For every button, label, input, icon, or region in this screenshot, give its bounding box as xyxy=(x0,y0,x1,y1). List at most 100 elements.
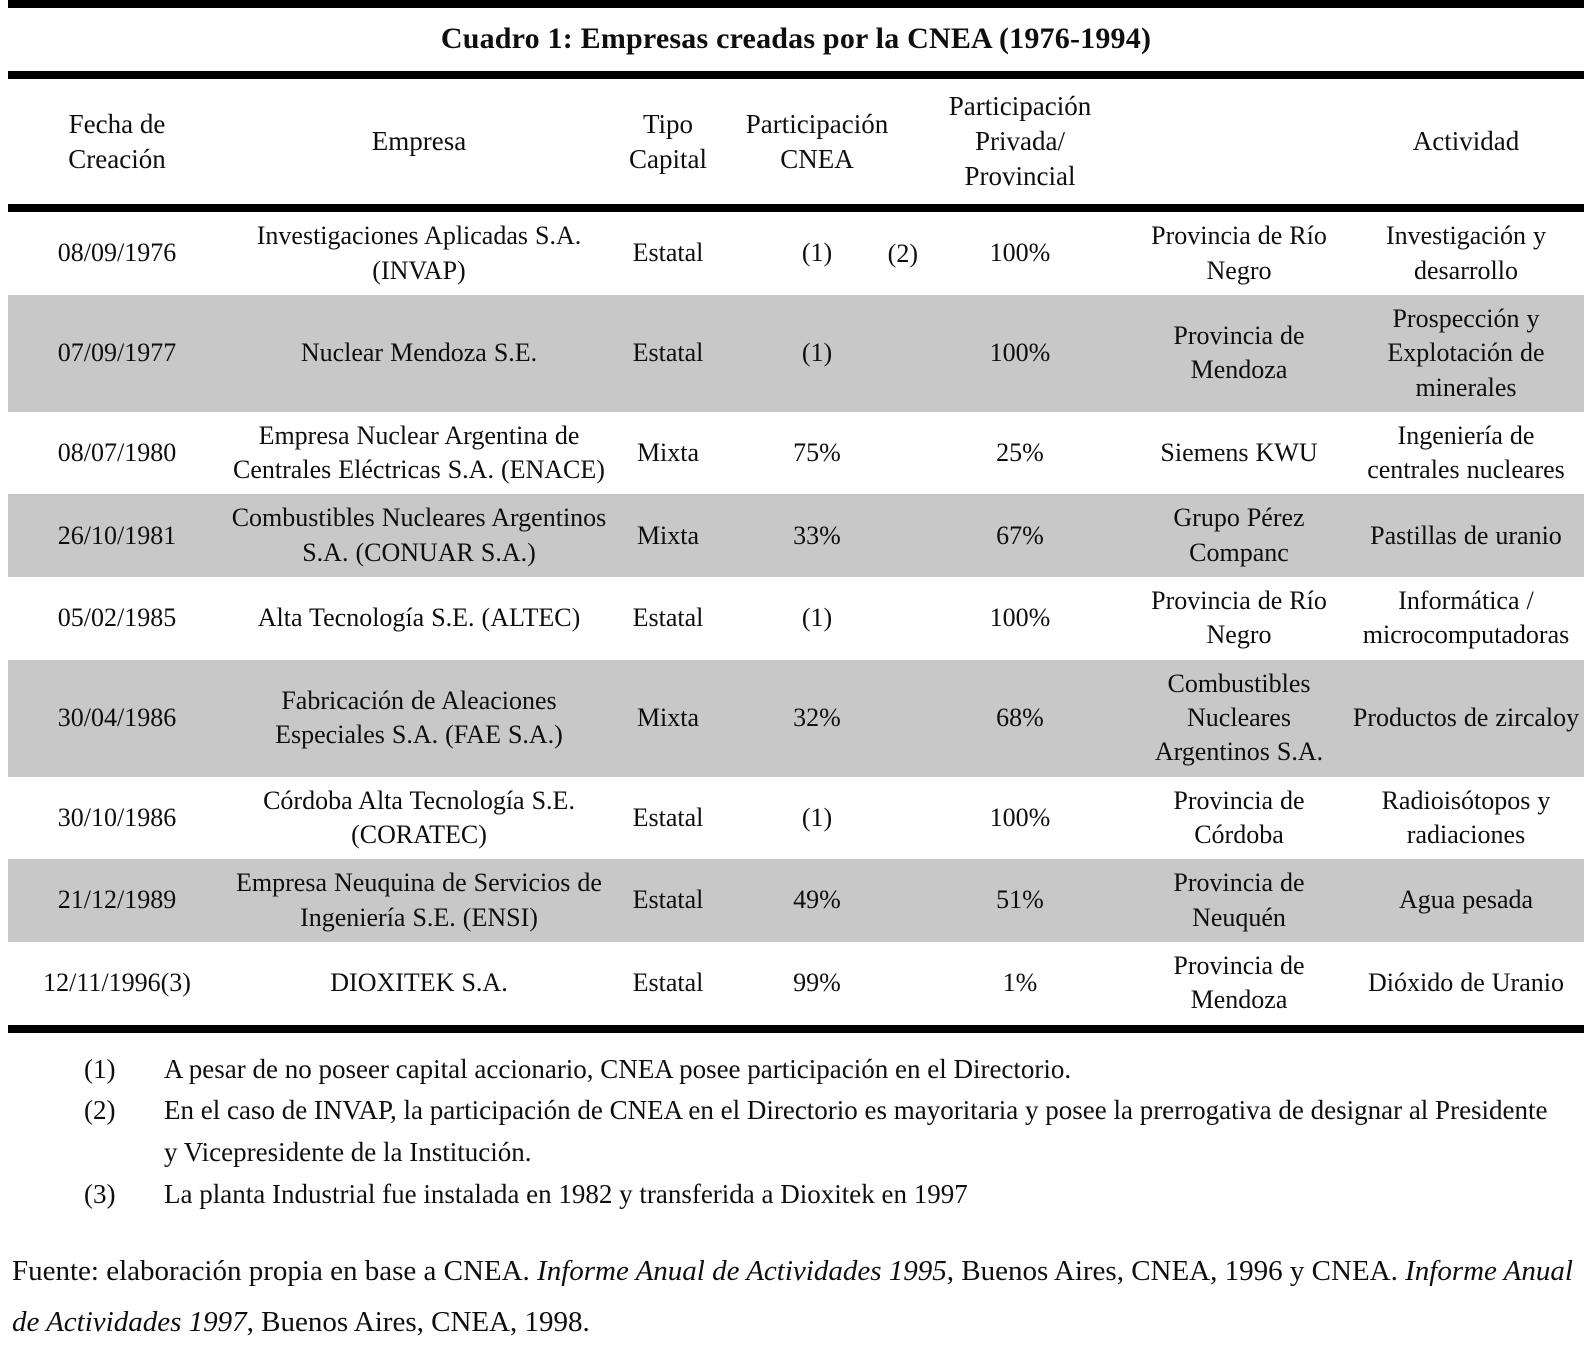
column-header-tipo-capital: Tipo Capital xyxy=(629,108,707,174)
cell-socio: Siemens KWU xyxy=(1160,438,1318,467)
footnote: (3) La planta Industrial fue instalada en… xyxy=(84,1174,1572,1216)
source-text: , Buenos Aires, CNEA, 1996 y CNEA. xyxy=(946,1254,1406,1287)
footnote-text: A pesar de no poseer capital accionario,… xyxy=(164,1053,1072,1084)
cell-participacion-privada-provincial: 1% xyxy=(1002,968,1038,998)
cell-participacion-privada-provincial: 68% xyxy=(996,703,1044,733)
column-header-fecha-creacion: Fecha de Creación xyxy=(68,108,166,174)
cell-empresa: DIOXITEK S.A. xyxy=(330,968,508,998)
table-row: 07/09/1977 Nuclear Mendoza S.E. Estatal (1)… xyxy=(8,294,1584,412)
header-rule xyxy=(8,204,1584,213)
cell-empresa: Investigaciones Aplicadas S.A. (INVAP) xyxy=(256,221,582,285)
cell-participacion-cnea: (1) xyxy=(801,338,833,368)
cell-fecha-creacion: 12/11/1996(3) xyxy=(43,968,191,998)
bottom-rule xyxy=(8,1024,1584,1033)
cell-empresa: Empresa Neuquina de Servicios de Ingenie… xyxy=(236,868,602,932)
cell-participacion-cnea: 32% xyxy=(793,703,841,733)
cell-fecha-creacion: 26/10/1981 xyxy=(57,520,177,550)
source-note: Fuente: elaboración propia en base a CNE… xyxy=(12,1246,1582,1347)
cell-fecha-creacion: 05/02/1985 xyxy=(57,603,177,633)
column-header-actividad: Actividad xyxy=(1412,126,1520,157)
top-rule xyxy=(8,0,1584,8)
footnote-ref-2: (2) xyxy=(887,238,918,268)
cell-participacion-privada-provincial: 25% xyxy=(996,438,1044,467)
cell-participacion-cnea: 49% xyxy=(793,885,841,915)
cell-socio: Provincia de Córdoba xyxy=(1173,785,1305,849)
table-header-row: Fecha de Creación Empresa Tipo Capital Partic… xyxy=(8,79,1584,204)
cell-socio: Provincia de Mendoza xyxy=(1173,321,1305,385)
column-header-participacion-privada-provincial: Participación Privada/Provincial xyxy=(948,91,1092,192)
source-text: , Buenos Aires, CNEA, 1998. xyxy=(246,1305,590,1338)
table-row: 21/12/1989 Empresa Neuquina de Servicios … xyxy=(8,859,1584,942)
cell-tipo-capital: Estatal xyxy=(632,885,704,915)
cell-socio: Provincia de Neuquén xyxy=(1173,868,1305,932)
cell-socio: Grupo Pérez Companc xyxy=(1173,503,1305,567)
cell-tipo-capital: Estatal xyxy=(632,802,704,832)
cell-participacion-privada-provincial: 100% xyxy=(989,603,1051,633)
cell-fecha-creacion: 30/10/1986 xyxy=(57,802,177,832)
cell-participacion-privada-provincial: 67% xyxy=(996,520,1044,550)
table-row: 08/07/1980 Empresa Nuclear Argentina de C… xyxy=(8,412,1584,495)
cell-participacion-cnea: 75% xyxy=(793,438,841,467)
cell-actividad: Informática / microcomputadoras xyxy=(1362,586,1570,650)
cell-participacion-cnea: (1) xyxy=(801,603,833,633)
cell-socio: Provincia de Río Negro xyxy=(1151,221,1327,285)
table-title: Cuadro 1: Empresas creadas por la CNEA (… xyxy=(440,22,1152,55)
cell-actividad: Investigación y desarrollo xyxy=(1385,221,1547,285)
cell-socio: Provincia de Mendoza xyxy=(1173,950,1305,1015)
cell-participacion-privada-provincial: 100% xyxy=(989,238,1051,268)
cell-empresa: Fabricación de Aleaciones Especiales S.A… xyxy=(275,685,563,750)
source-italic-title-1995: Informe Anual de Actividades 1995 xyxy=(537,1254,947,1287)
cell-participacion-cnea: 99% xyxy=(793,968,841,998)
cell-fecha-creacion: 08/09/1976 xyxy=(57,238,177,268)
cell-empresa: Combustibles Nucleares Argentinos S.A. (… xyxy=(231,503,607,567)
cell-participacion-cnea: 33% xyxy=(793,520,841,550)
column-header-empresa: Empresa xyxy=(371,126,467,157)
source-text: Fuente: elaboración propia en base a CNE… xyxy=(12,1254,538,1287)
table-row: 12/11/1996(3) DIOXITEK S.A. Estatal 99% 1% Pr… xyxy=(8,942,1584,1025)
cell-actividad: Agua pesada xyxy=(1398,885,1534,915)
cell-actividad: Ingeniería de centrales nucleares xyxy=(1367,420,1565,485)
footnote-text: La planta Industrial fue instalada en 19… xyxy=(164,1179,968,1210)
footnote-number: (3) xyxy=(84,1179,116,1210)
cell-tipo-capital: Mixta xyxy=(636,703,700,733)
source-italic-title-1997: Informe Anual de Actividades 1997 xyxy=(12,1254,1573,1338)
cell-tipo-capital: Mixta xyxy=(636,438,700,467)
footnote: (2) En el caso de INVAP, la participación… xyxy=(84,1090,1572,1174)
cell-participacion-privada-provincial: 51% xyxy=(996,885,1044,915)
cell-participacion-cnea: (1) xyxy=(801,802,833,832)
cell-tipo-capital: Estatal xyxy=(632,238,704,268)
column-header-participacion-cnea: Participación CNEA xyxy=(745,108,889,174)
cell-empresa: Alta Tecnología S.E. (ALTEC) xyxy=(257,603,581,633)
cell-actividad: Prospección y Explotación de minerales xyxy=(1387,303,1545,402)
footnotes: (1) A pesar de no poseer capital accionar… xyxy=(84,1049,1572,1216)
title-rule xyxy=(8,71,1584,79)
cell-fecha-creacion: 07/09/1977 xyxy=(57,338,177,368)
table-row: 30/04/1986 Fabricación de Aleaciones Espe… xyxy=(8,659,1584,777)
cell-actividad: Radioisótopos y radiaciones xyxy=(1381,785,1551,849)
table-body: 08/09/1976 Investigaciones Aplicadas S.A.… xyxy=(0,212,1592,1024)
cell-actividad: Dióxido de Uranio xyxy=(1368,968,1564,998)
cell-fecha-creacion: 08/07/1980 xyxy=(57,438,177,467)
cell-fecha-creacion: 30/04/1986 xyxy=(57,703,177,733)
cell-participacion-cnea: (1) (2) xyxy=(724,229,918,277)
footnote: (1) A pesar de no poseer capital accionar… xyxy=(84,1049,1572,1091)
cell-tipo-capital: Estatal xyxy=(632,968,704,998)
table-row: 05/02/1985 Alta Tecnología S.E. (ALTEC) Es… xyxy=(8,577,1584,660)
table-row: 30/10/1986 Córdoba Alta Tecnología S.E. (… xyxy=(8,777,1584,860)
cell-actividad: Productos de zircaloy xyxy=(1352,703,1580,733)
cell-empresa: Córdoba Alta Tecnología S.E. (CORATEC) xyxy=(263,785,575,849)
cell-tipo-capital: Estatal xyxy=(632,338,704,368)
cell-fecha-creacion: 21/12/1989 xyxy=(57,885,177,915)
cell-empresa: Empresa Nuclear Argentina de Centrales E… xyxy=(233,420,605,485)
footnote-text: En el caso de INVAP, la participación de… xyxy=(164,1095,1548,1168)
cell-socio: Combustibles Nucleares Argentinos S.A. xyxy=(1154,668,1324,767)
table-row: 08/09/1976 Investigaciones Aplicadas S.A.… xyxy=(8,212,1584,295)
cell-empresa: Nuclear Mendoza S.E. xyxy=(300,338,538,368)
cell-participacion-privada-provincial: 100% xyxy=(989,338,1051,368)
table-row: 26/10/1981 Combustibles Nucleares Argenti… xyxy=(8,494,1584,578)
cell-actividad: Pastillas de uranio xyxy=(1370,520,1562,550)
footnote-number: (1) xyxy=(84,1053,116,1084)
cell-socio: Provincia de Río Negro xyxy=(1151,586,1327,650)
footnote-number: (2) xyxy=(84,1095,116,1126)
